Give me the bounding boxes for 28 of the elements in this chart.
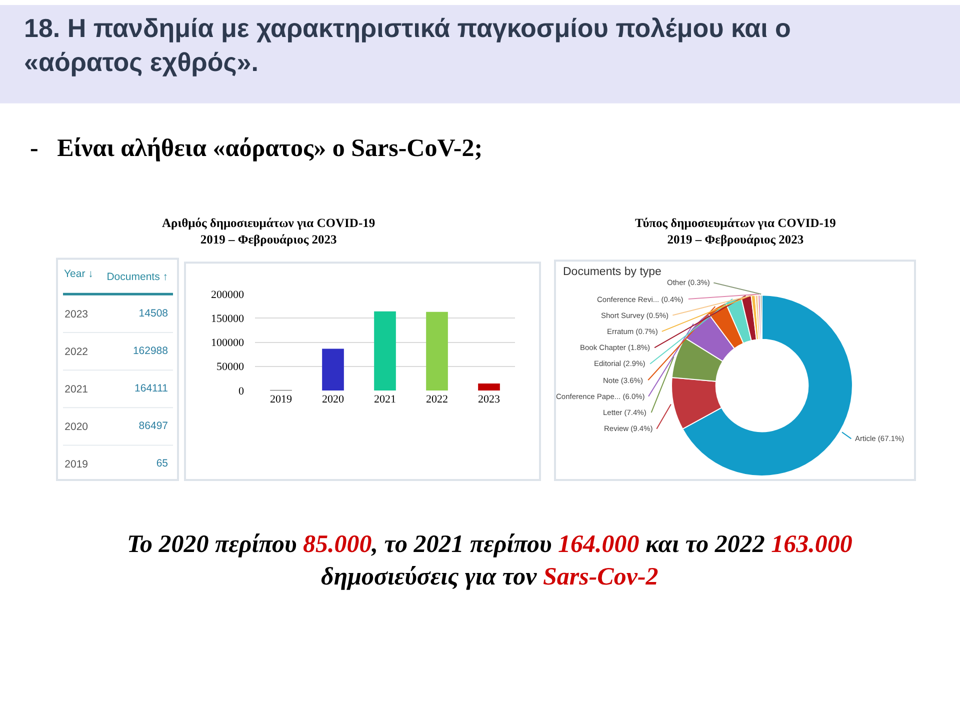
data-label: 162988 [132,344,168,357]
data-label: 164111 [134,382,168,395]
x-tick-label: 2020 [322,393,344,406]
x-tick-label: 2019 [270,393,292,406]
y-tick-label: 200000 [211,288,244,301]
x-tick-label: 2023 [478,393,500,406]
y-tick-label: 2021 [64,384,88,396]
data-label: 65 [156,458,168,470]
x-tick-label: Documents ↑ [106,270,168,283]
y-tick-label: 150000 [211,313,244,326]
y-tick-label: 2019 [64,458,88,471]
text: Το 2020 περίπου 85.000, το 2021 περίπου 164.000 και το 2022 163.000 δημοσιεύσεις για τον Sars-Cov-2 [127,531,852,590]
data-label: 14508 [138,307,168,320]
data-label: 86497 [138,420,168,432]
chart-title: Αριθμός δημοσιευμάτων για COVID-19 2019 – Φεβρουάριος 2023 [162,216,376,246]
x-tick-label: 2022 [426,393,448,406]
y-tick-label: 2023 [64,308,88,320]
text: - Είναι αλήθεια «αόρατος» ο Sars-CoV-2; [30,135,483,162]
y-tick-label: 50000 [216,361,244,374]
chart-title: Τύπος δημοσιευμάτων για COVID-19 2019 – Φεβρουάριος 2023 [635,216,836,246]
y-tick-label: 2020 [64,421,88,434]
y-tick-label: 0 [238,385,244,398]
y-axis-title: Year ↓ [64,268,94,280]
y-tick-label: 2022 [64,346,88,358]
text: 18. Η πανδημία με χαρακτηριστικά παγκοσμίου πολέμου και ο «αόρατος εχθρός». [24,13,791,77]
y-tick-label: 100000 [211,337,244,350]
chart-subtitle: Documents by type [563,266,662,278]
x-tick-label: 2021 [374,393,396,406]
